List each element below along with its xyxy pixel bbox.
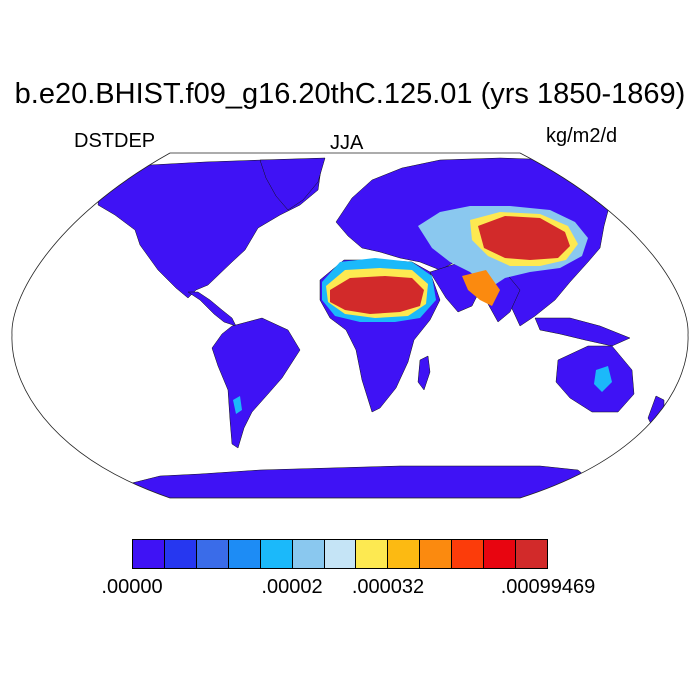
colorbar-segment [260, 540, 293, 568]
colorbar-segment [356, 540, 389, 568]
colorbar-segment [228, 540, 261, 568]
colorbar-segment [484, 540, 517, 568]
colorbar-tick-label: .00000 [101, 576, 163, 598]
colorbar-segment [388, 540, 421, 568]
colorbar-segment [164, 540, 197, 568]
colorbar-segment [292, 540, 325, 568]
season-label: JJA [330, 132, 364, 154]
colorbar [132, 539, 548, 569]
dust-peak-taklamakan-gobi [478, 216, 570, 260]
colorbar-tick-label: .00002 [261, 576, 323, 598]
colorbar-segment [452, 540, 485, 568]
land-antarctica [109, 465, 601, 498]
dust-australia [594, 366, 612, 392]
colorbar-segment [420, 540, 453, 568]
colorbar-segment [324, 540, 357, 568]
colorbar-segment [196, 540, 229, 568]
variable-label: DSTDEP [74, 130, 156, 152]
units-label: kg/m2/d [546, 125, 618, 147]
land-greenland [259, 157, 326, 211]
land-maritime-se-asia [534, 317, 631, 347]
dust-patagonia [233, 396, 242, 414]
land-madagascar [417, 355, 431, 391]
map-border [11, 152, 689, 499]
colorbar-segment [516, 540, 547, 568]
colorbar-tick-label: .000032 [351, 576, 425, 598]
dust-peak-sahara [330, 276, 424, 314]
dust-arabia [462, 270, 500, 306]
colorbar-segment [133, 540, 165, 568]
land-central-america [187, 291, 237, 327]
colorbar-tick-label: .00099469 [500, 576, 596, 598]
land-new-zealand [647, 395, 665, 427]
land-south-america [211, 317, 301, 449]
plot-title: b.e20.BHIST.f09_g16.20thC.125.01 (yrs 18… [14, 78, 686, 110]
map-land [97, 157, 665, 498]
